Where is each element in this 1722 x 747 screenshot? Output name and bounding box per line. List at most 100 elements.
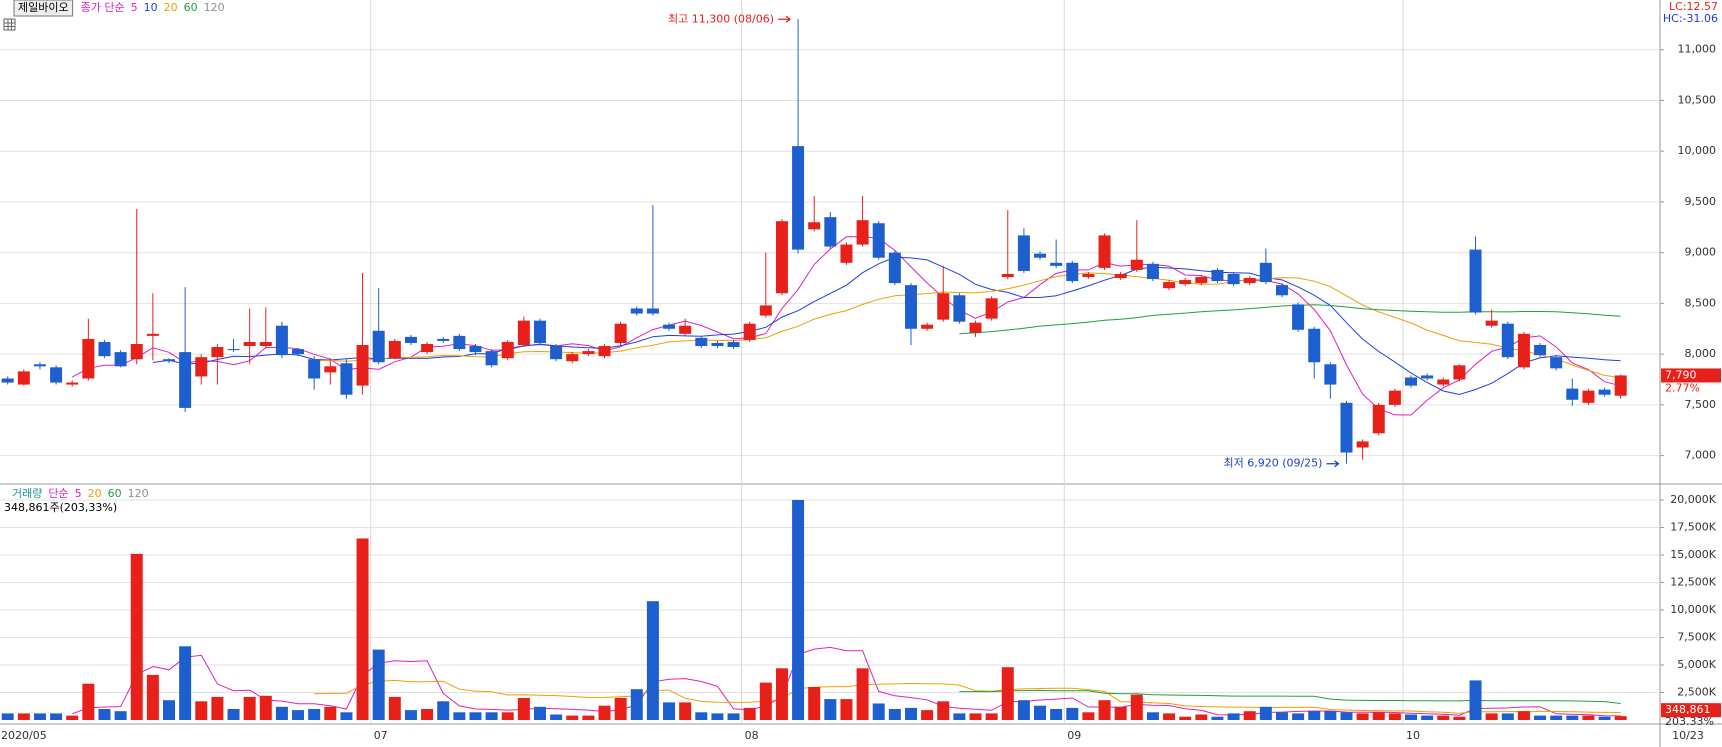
volume-bar <box>259 695 272 720</box>
candle-body <box>1017 235 1030 271</box>
volume-bar <box>1517 711 1530 720</box>
candle-body <box>888 252 901 284</box>
volume-bar <box>82 683 95 720</box>
x-tick-label: 07 <box>374 729 388 742</box>
volume-bar <box>598 705 611 720</box>
annotation: 최저 6,920 (09/25) <box>1223 457 1322 470</box>
y-tick-label: 12,500K <box>1670 575 1716 588</box>
candle-body <box>163 359 175 362</box>
candle-body <box>840 244 853 263</box>
price-tag-label: 7,790 <box>1665 368 1697 381</box>
legend-entry: 단순 <box>48 487 68 500</box>
volume-bar <box>1340 712 1353 720</box>
volume-bar <box>646 601 659 720</box>
candle-body <box>1082 273 1095 278</box>
candle-body <box>1566 388 1579 400</box>
candle-body <box>356 345 369 386</box>
legend-entry: 60 <box>108 487 122 500</box>
volume-bar <box>98 708 111 720</box>
volume-bar <box>550 714 563 720</box>
candle-body <box>1582 390 1595 403</box>
candle-body <box>1292 304 1305 330</box>
volume-bar <box>727 713 740 720</box>
y-tick-label: 10,000K <box>1670 603 1716 616</box>
x-tick-label: 10 <box>1406 729 1420 742</box>
volume-bar <box>485 712 498 720</box>
volume-bar <box>985 713 998 720</box>
volume-bar <box>195 701 208 720</box>
volume-bar <box>1114 706 1127 720</box>
volume-bar <box>179 646 192 720</box>
volume-bar <box>888 708 901 720</box>
candle-body <box>824 217 837 247</box>
candle-body <box>759 305 772 316</box>
volume-bar <box>469 712 482 720</box>
volume-bar <box>711 713 724 720</box>
candle-body <box>292 349 305 355</box>
y-tick-label: 9,000 <box>1685 246 1717 259</box>
legend-entry: 120 <box>204 1 225 14</box>
volume-bar <box>163 700 175 720</box>
candle-body <box>50 367 63 383</box>
candle-body <box>227 349 240 351</box>
y-tick-label: 15,000K <box>1670 548 1716 561</box>
candle-body <box>485 351 498 366</box>
candle-body <box>1534 345 1547 356</box>
candle-body <box>808 222 821 230</box>
candle-body <box>501 341 514 359</box>
volume-bar <box>1437 715 1450 720</box>
legend-entry: 120 <box>128 487 149 500</box>
candle-body <box>937 293 950 320</box>
candle-body <box>1146 263 1159 280</box>
volume-bar <box>211 696 224 720</box>
candle-body <box>630 308 643 314</box>
candle-body <box>114 352 127 367</box>
grid-icon[interactable] <box>3 18 16 31</box>
volume-bar <box>1598 716 1611 720</box>
volume-bar <box>292 710 305 720</box>
candle-body <box>566 354 579 362</box>
volume-bar <box>1 713 14 720</box>
volume-bar <box>1405 714 1418 720</box>
candle-body <box>921 324 934 329</box>
volume-bar <box>840 699 853 720</box>
volume-bar <box>582 715 595 720</box>
x-tick-label: 08 <box>745 729 759 742</box>
candle-body <box>388 340 401 359</box>
candle-body <box>517 320 530 345</box>
volume-bar <box>243 696 256 720</box>
volume-bar <box>921 710 934 720</box>
volume-bar <box>308 708 321 720</box>
volume-bar <box>1324 711 1337 720</box>
volume-bar <box>1308 711 1321 720</box>
volume-bar <box>227 708 240 720</box>
candle-body <box>1050 262 1063 266</box>
volume-bar <box>566 715 579 720</box>
candle-body <box>1614 375 1627 396</box>
candle-body <box>372 330 385 363</box>
candle-body <box>1098 235 1111 268</box>
volume-bar <box>1534 715 1547 720</box>
volume-bar <box>437 701 450 720</box>
candle-body <box>1469 249 1482 313</box>
moving-average-line <box>72 646 1621 717</box>
candle-body <box>1421 375 1434 379</box>
y-tick-label: 17,500K <box>1670 520 1716 533</box>
candle-body <box>598 346 611 357</box>
legend-entry: 60 <box>184 1 198 14</box>
candle-body <box>1114 273 1127 279</box>
candle-body <box>775 221 788 294</box>
volume-bar <box>356 538 369 720</box>
x-tick-label: 09 <box>1067 729 1081 742</box>
volume-bar <box>1034 705 1047 720</box>
volume-bar <box>1050 708 1063 720</box>
legend-entry: 거래량 <box>12 487 42 500</box>
moving-average-line <box>314 679 1621 714</box>
volume-bar <box>1292 713 1305 720</box>
stock-name[interactable]: 제일바이오 <box>18 0 69 14</box>
candle-body <box>904 285 917 329</box>
candle-body <box>1130 259 1143 270</box>
annotation: 최고 11,300 (08/06) <box>668 12 774 25</box>
candle-body <box>1211 269 1224 282</box>
